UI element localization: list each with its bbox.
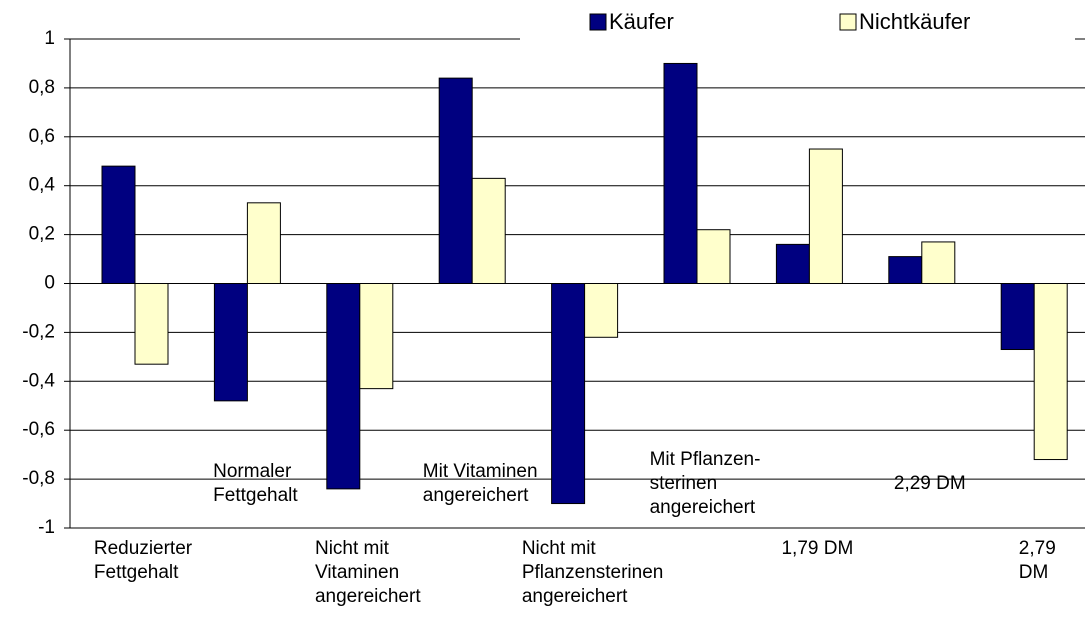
bar <box>888 256 923 285</box>
y-tick-label: 0,4 <box>29 175 56 196</box>
y-tick-label: -0,6 <box>22 419 55 440</box>
legend-swatch <box>839 13 857 31</box>
bar <box>134 283 169 365</box>
bar <box>663 62 698 285</box>
y-tick-label: 0,6 <box>29 126 55 147</box>
y-tick-label: -0,8 <box>22 468 55 489</box>
bar <box>696 229 731 285</box>
bar <box>438 77 473 285</box>
bar <box>551 283 586 505</box>
legend-swatch <box>589 13 607 31</box>
bar <box>359 283 394 390</box>
bar <box>921 241 956 284</box>
x-tick-label: 2,29 DM <box>893 473 966 494</box>
x-tick-label: Mit Vitaminen angereichert <box>422 461 538 506</box>
bar <box>213 283 248 402</box>
y-tick-label: -1 <box>38 517 55 538</box>
legend-label: Käufer <box>609 9 674 34</box>
legend-box <box>520 0 1075 45</box>
x-tick-label: Reduzierter Fettgehalt <box>93 538 193 583</box>
bar <box>246 202 281 284</box>
x-tick-label: Nicht mit Pflanzensterinen angereichert <box>521 538 664 607</box>
y-tick-label: 0,2 <box>29 224 55 245</box>
x-tick-label: 2,79 DM <box>1018 538 1056 583</box>
y-tick-label: -0,4 <box>22 370 55 391</box>
x-tick-label: Mit Pflanzen- sterinen angereichert <box>649 449 761 518</box>
legend-label: Nichtkäufer <box>859 9 970 34</box>
y-tick-label: 0,8 <box>29 77 55 98</box>
bar <box>1033 283 1068 461</box>
y-tick-label: 1 <box>44 28 55 49</box>
bar <box>808 148 843 284</box>
bar <box>1000 283 1035 351</box>
bar <box>775 243 810 285</box>
bar <box>101 165 136 284</box>
bar <box>471 177 506 285</box>
x-tick-label: Nicht mit Vitaminen angereichert <box>314 538 421 607</box>
bar <box>326 283 361 490</box>
y-tick-label: -0,2 <box>22 321 55 342</box>
y-tick-label: 0 <box>44 273 55 294</box>
bar <box>584 283 619 338</box>
x-tick-label: Normaler Fettgehalt <box>213 461 298 506</box>
x-tick-label: 1,79 DM <box>781 538 854 559</box>
